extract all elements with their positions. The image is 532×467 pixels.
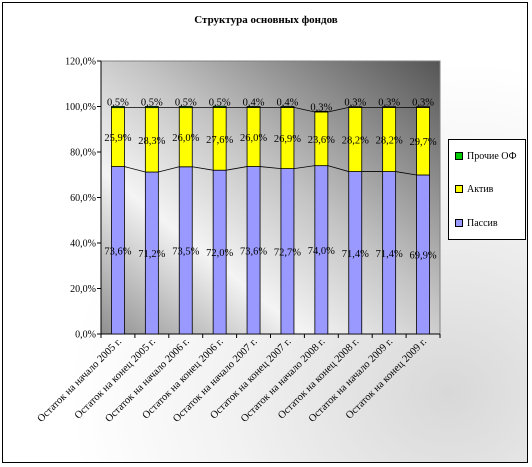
data-label: 73,6% [240, 246, 267, 257]
data-label: 0,5% [141, 98, 163, 109]
data-label: 73,6% [104, 246, 131, 257]
legend-label: Прочие ОФ [467, 150, 517, 162]
y-tick-label: 120,0% [65, 57, 96, 68]
data-label: 0,3% [412, 98, 434, 109]
data-label: 26,0% [172, 133, 199, 144]
data-label: 71,4% [342, 249, 369, 260]
series-line [293, 107, 315, 113]
bar-segment [144, 106, 159, 109]
chart-title: Структура основных фондов [194, 14, 338, 26]
data-label: 0,5% [209, 97, 231, 108]
legend-swatch [455, 185, 463, 193]
data-label: 0,3% [344, 98, 366, 109]
data-label: 25,9% [104, 133, 131, 144]
data-label: 73,5% [172, 246, 199, 257]
legend-swatch [455, 219, 463, 227]
legend-label: Актив [467, 183, 494, 195]
data-label: 0,3% [310, 102, 332, 113]
data-label: 0,3% [378, 98, 400, 109]
data-label: 72,7% [274, 247, 301, 258]
legend-swatch [455, 152, 463, 160]
data-label: 29,7% [409, 137, 436, 148]
series-line [226, 166, 248, 171]
data-label: 74,0% [308, 246, 335, 257]
bar-segment [246, 106, 261, 108]
series-line [395, 171, 417, 176]
legend-item: Прочие ОФ [455, 150, 517, 162]
data-label: 71,2% [138, 249, 165, 260]
legend: Прочие ОФ Актив Пассив [448, 139, 526, 240]
series-line [260, 166, 281, 170]
series-line [293, 165, 315, 170]
series-line [327, 165, 349, 172]
y-tick-label: 0,0% [75, 330, 96, 341]
data-label: 69,9% [409, 250, 436, 261]
data-label: 72,0% [206, 248, 233, 259]
series-line [124, 166, 146, 173]
legend-item: Пассив [455, 217, 498, 229]
legend-label: Пассив [467, 217, 498, 229]
data-label: 28,2% [342, 135, 369, 146]
series-line [158, 166, 180, 173]
data-label: 27,6% [206, 135, 233, 146]
series-line [192, 166, 214, 171]
y-tick-label: 20,0% [70, 284, 96, 295]
data-label: 0,4% [243, 98, 265, 109]
data-label: 71,4% [376, 249, 403, 260]
data-label: 0,4% [277, 98, 299, 109]
bar-segment [178, 106, 193, 109]
data-label: 26,0% [240, 133, 267, 144]
legend-item: Актив [455, 183, 493, 195]
data-label: 28,2% [376, 135, 403, 146]
bar-segment [280, 106, 295, 108]
bar-segment [212, 105, 227, 108]
data-label: 28,3% [138, 136, 165, 147]
data-label: 0,5% [107, 98, 129, 109]
y-tick-label: 80,0% [70, 148, 96, 159]
y-tick-label: 60,0% [70, 193, 96, 204]
data-label: 0,5% [175, 98, 197, 109]
data-label: 23,6% [308, 135, 335, 146]
series-line [327, 107, 349, 113]
bar-segment [111, 106, 125, 109]
y-tick-label: 100,0% [65, 102, 96, 113]
y-tick-label: 40,0% [70, 239, 96, 250]
data-label: 26,9% [274, 134, 301, 145]
